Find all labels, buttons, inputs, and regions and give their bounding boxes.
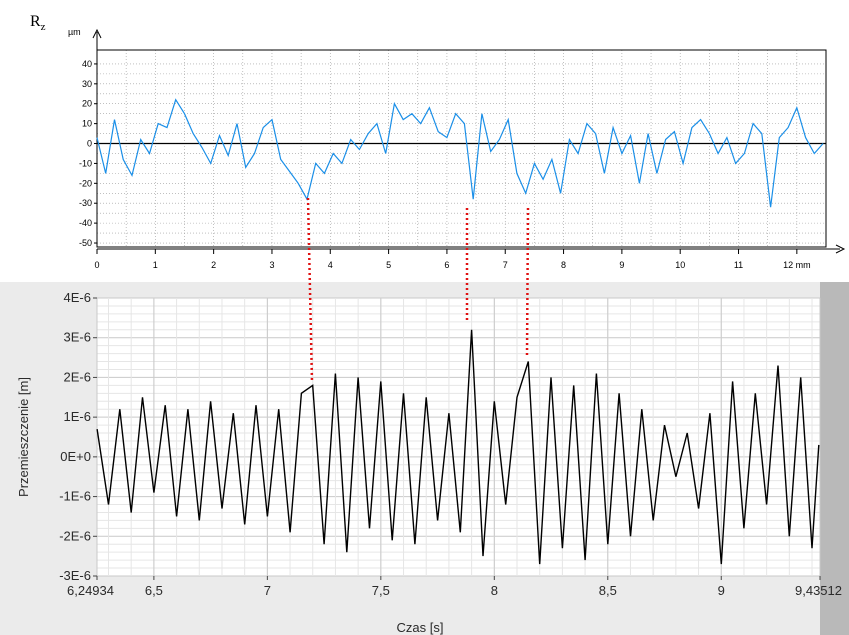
top-x-tick-label: 2: [211, 260, 216, 270]
top-y-tick-label: 0: [87, 139, 92, 149]
top-x-tick-label: 9: [619, 260, 624, 270]
top-x-tick-label: 4: [328, 260, 333, 270]
bottom-y-axis-title: Przemieszczenie [m]: [16, 377, 31, 497]
bottom-y-tick-label: 1E-6: [64, 409, 91, 424]
bottom-x-tick-label: 7,5: [372, 583, 390, 598]
top-x-tick-label: 5: [386, 260, 391, 270]
top-x-tick-label: 12 mm: [783, 260, 811, 270]
top-y-tick-label: 20: [82, 99, 92, 109]
bottom-x-tick-label: 8,5: [599, 583, 617, 598]
top-y-tick-label: -30: [79, 198, 92, 208]
top-x-tick-label: 0: [94, 260, 99, 270]
top-x-tick-label: 7: [503, 260, 508, 270]
bottom-x-tick-label: 9: [718, 583, 725, 598]
bottom-y-tick-label: 2E-6: [64, 369, 91, 384]
bottom-y-tick-label: 0E+0: [60, 449, 91, 464]
top-y-axis-arrow-icon: [92, 28, 102, 39]
bottom-x-ticks: 6,24934 6,5 7 7,5 8 8,5 9 9,43512: [67, 576, 842, 598]
top-x-axis-arrow-icon: [835, 244, 846, 254]
bottom-y-tick-label: 3E-6: [64, 330, 91, 345]
bottom-x-tick-label: 9,43512: [795, 583, 842, 598]
bottom-x-tick-label: 6,24934: [67, 583, 114, 598]
top-x-tick-label: 10: [675, 260, 685, 270]
bottom-y-tick-label: -3E-6: [59, 568, 91, 583]
connectors: [306, 197, 530, 383]
bottom-y-tick-label: -2E-6: [59, 528, 91, 543]
top-grid: [96, 50, 827, 247]
top-x-ticks: 0 1 2 3 4 5 6 7 8 9 10 11 12 mm: [94, 249, 811, 270]
bottom-x-tick-label: 6,5: [145, 583, 163, 598]
top-x-tick-label: 11: [734, 260, 743, 270]
top-x-tick-label: 8: [561, 260, 566, 270]
top-y-unit-label: µm: [68, 27, 81, 37]
top-y-ticks: 40 30 20 10 0 -10 -20 -30 -40 -50: [79, 59, 97, 248]
bottom-chart: 4E-6 3E-6 2E-6 1E-6 0E+0 -1E-6 -2E-6 -3E-6 6,24…: [0, 282, 849, 635]
top-y-tick-label: -40: [79, 218, 92, 228]
bottom-x-axis-title: Czas [s]: [397, 620, 444, 635]
top-y-tick-label: 40: [82, 59, 92, 69]
bottom-y-tick-label: -1E-6: [59, 489, 91, 504]
top-chart: Rz µm 40 30 20 10 0 -10 -20 -30 -40 -50 0 1 2 3 4 5 6 7 8…: [30, 13, 846, 270]
top-y-tick-label: -10: [79, 158, 92, 168]
bottom-y-tick-label: 4E-6: [64, 290, 91, 305]
top-x-tick-label: 6: [444, 260, 449, 270]
top-y-tick-label: -50: [79, 238, 92, 248]
bottom-y-ticks: 4E-6 3E-6 2E-6 1E-6 0E+0 -1E-6 -2E-6 -3E-6: [59, 290, 97, 583]
bottom-panel-right-strip: [820, 282, 849, 635]
bottom-x-tick-label: 7: [264, 583, 271, 598]
rz-label: Rz: [30, 13, 46, 33]
bottom-x-tick-label: 8: [491, 583, 498, 598]
connector-line-1: [306, 197, 314, 383]
top-x-tick-label: 3: [269, 260, 274, 270]
top-plot-frame: [96, 49, 827, 248]
top-y-tick-label: 10: [82, 119, 92, 129]
top-series-line: [96, 98, 824, 208]
top-x-tick-label: 1: [153, 260, 158, 270]
top-y-tick-label: 30: [82, 79, 92, 89]
bottom-series-line: [96, 329, 820, 565]
top-y-tick-label: -20: [79, 178, 92, 188]
